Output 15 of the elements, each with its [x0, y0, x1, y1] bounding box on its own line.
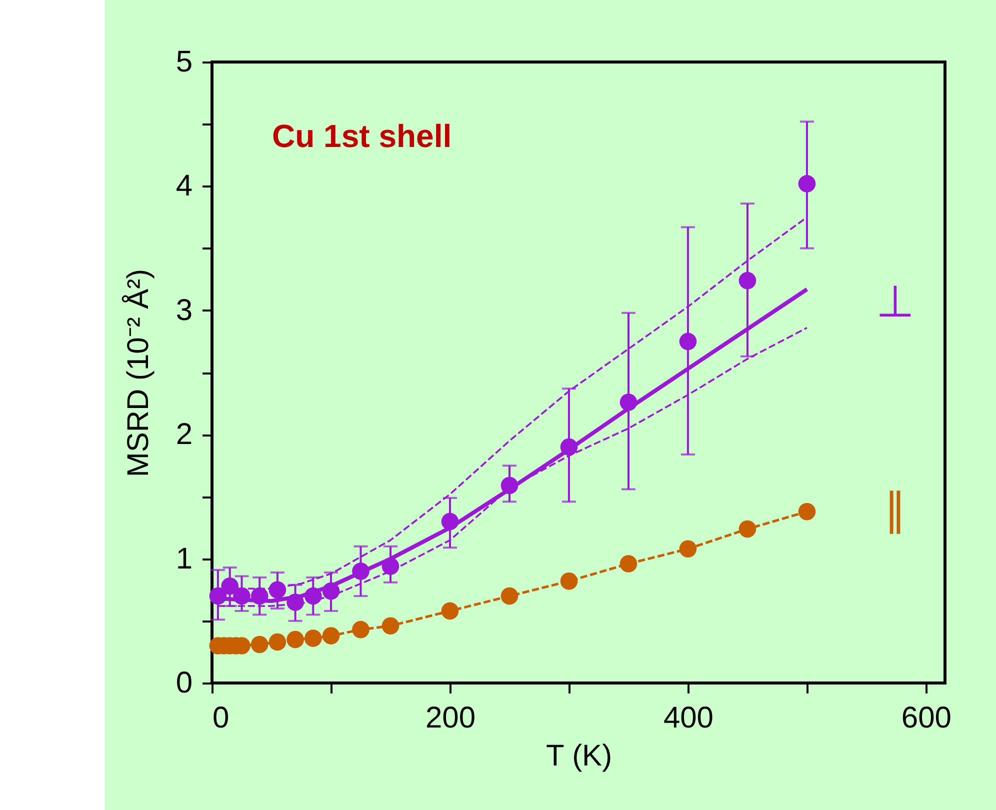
annotation: Cu 1st shell: [272, 118, 452, 154]
y-tick-label: 1: [176, 542, 192, 576]
text: ⊥: [876, 278, 914, 327]
x-tick-label: 200: [425, 702, 476, 734]
x-tick-label: 400: [663, 702, 714, 734]
y-tick-label: 0: [176, 666, 192, 700]
y-tick-label: 3: [176, 294, 192, 327]
y-axis-title: MSRD (10⁻² Å²): [120, 268, 155, 478]
y-tick-label: 4: [176, 170, 192, 203]
y-tick-label: 2: [176, 418, 192, 452]
y-tick-label: 5: [176, 46, 192, 78]
x-axis-title: T (K): [546, 740, 612, 772]
series-label: ∥: [884, 486, 906, 535]
x-tick-label: 0: [212, 702, 230, 734]
x-tick-label: 600: [901, 702, 952, 734]
